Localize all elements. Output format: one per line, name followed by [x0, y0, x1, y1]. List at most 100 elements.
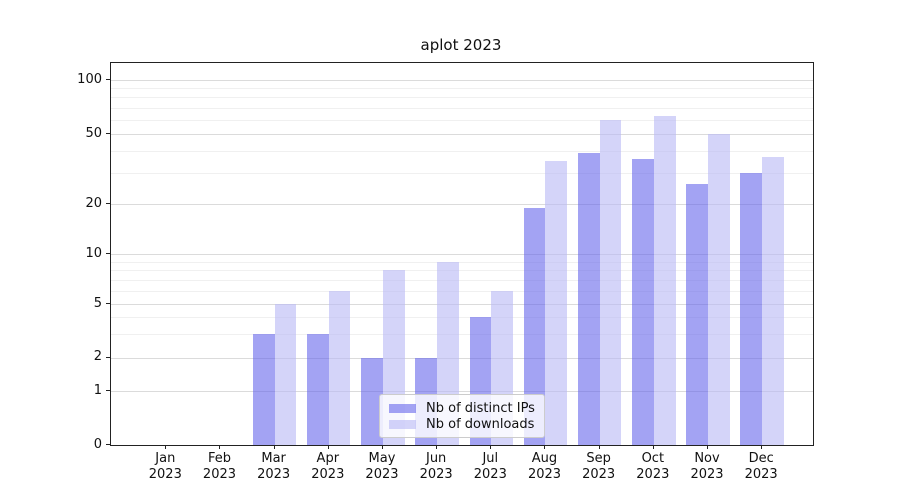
x-tick-label-may: May 2023	[352, 451, 412, 483]
x-tick-month: Nov	[694, 451, 720, 466]
x-tick-label-jul: Jul 2023	[460, 451, 520, 483]
gridline-major-1	[111, 391, 813, 392]
plot-area: Nb of distinct IPs Nb of downloads	[110, 62, 814, 446]
x-tick-month: Feb	[207, 451, 231, 466]
y-tick-2	[106, 356, 110, 358]
x-tick-year: 2023	[202, 467, 237, 482]
x-tick-year: 2023	[582, 467, 616, 482]
legend-label-downloads: Nb of downloads	[426, 416, 535, 432]
x-tick-month: Dec	[748, 451, 774, 466]
x-tick-month: Sep	[586, 451, 611, 466]
bar-downloads-sep	[599, 119, 622, 445]
gridline-minor-6	[111, 291, 813, 293]
bar-downloads-apr	[328, 291, 351, 445]
gridline-minor-90	[111, 88, 813, 90]
x-tick-month: Aug	[531, 451, 558, 466]
x-tick-month: Mar	[261, 451, 286, 466]
gridline-major-100	[111, 80, 813, 81]
x-tick-month: Jul	[482, 451, 499, 466]
bar-downloads-mar	[274, 304, 297, 445]
gridline-major-5	[111, 304, 813, 306]
bar-downloads-dec	[762, 157, 784, 445]
gridline-minor-4	[111, 317, 813, 319]
y-tick-5	[106, 303, 110, 305]
bar-distinct-ips-nov	[686, 184, 708, 445]
gridline-minor-80	[111, 97, 813, 99]
gridline-minor-3	[111, 334, 813, 336]
x-tick-year: 2023	[148, 467, 182, 482]
x-tick-year: 2023	[744, 467, 778, 482]
x-tick-jul	[490, 445, 492, 449]
x-tick-label-dec: Dec 2023	[731, 451, 791, 483]
x-tick-label-oct: Oct 2023	[623, 451, 683, 483]
bar-distinct-ips-sep	[577, 153, 600, 445]
x-tick-year: 2023	[636, 467, 670, 482]
gridline-minor-30	[111, 173, 813, 175]
y-tick-0	[106, 444, 110, 445]
gridline-minor-9	[111, 261, 813, 263]
x-tick-oct	[652, 445, 654, 449]
x-tick-nov	[707, 445, 708, 449]
y-tick-label-2: 2	[93, 349, 102, 365]
y-tick-label-0: 0	[93, 436, 102, 452]
y-tick-50	[106, 133, 110, 134]
bar-downloads-oct	[653, 115, 676, 445]
gridline-minor-40	[111, 151, 813, 153]
y-tick-20	[106, 203, 110, 205]
x-tick-label-apr: Apr 2023	[298, 451, 358, 483]
x-tick-month: Jun	[425, 451, 447, 466]
x-tick-label-sep: Sep 2023	[569, 451, 629, 483]
x-tick-year: 2023	[473, 467, 507, 482]
x-tick-dec	[761, 445, 763, 449]
y-tick-10	[106, 253, 110, 255]
y-tick-label-20: 20	[85, 195, 102, 211]
y-tick-100	[106, 79, 110, 80]
x-tick-mar	[273, 445, 275, 449]
x-tick-year: 2023	[527, 467, 562, 482]
x-tick-year: 2023	[419, 467, 453, 482]
y-tick-label-10: 10	[85, 245, 102, 261]
bar-distinct-ips-oct	[632, 159, 654, 445]
bar-distinct-ips-mar	[252, 334, 275, 445]
y-tick-label-50: 50	[85, 125, 102, 141]
x-tick-year: 2023	[257, 467, 291, 482]
x-tick-jun	[436, 445, 438, 449]
x-tick-label-jan: Jan 2023	[135, 451, 195, 483]
y-tick-label-1: 1	[93, 382, 102, 398]
x-tick-year: 2023	[690, 467, 724, 482]
gridline-major-20	[111, 204, 813, 206]
x-tick-month: Apr	[316, 451, 340, 466]
x-tick-apr	[327, 445, 329, 449]
x-tick-sep	[598, 445, 600, 449]
gridline-minor-8	[111, 270, 813, 272]
y-tick-label-100: 100	[77, 71, 102, 87]
bar-distinct-ips-dec	[740, 173, 763, 445]
legend-swatch-downloads	[389, 419, 416, 429]
x-tick-label-mar: Mar 2023	[244, 451, 304, 483]
gridline-major-50	[111, 134, 813, 135]
x-tick-label-nov: Nov 2023	[677, 451, 737, 483]
gridline-minor-60	[111, 119, 813, 121]
x-tick-may	[381, 445, 383, 449]
y-tick-label-5: 5	[93, 295, 102, 311]
x-tick-month: Jan	[155, 451, 176, 466]
x-tick-feb	[219, 445, 221, 449]
legend-label-distinct-ips: Nb of distinct IPs	[426, 400, 535, 416]
legend-item-distinct-ips: Nb of distinct IPs	[389, 401, 536, 416]
chart-title: aplot 2023	[420, 36, 502, 54]
x-tick-year: 2023	[365, 467, 399, 482]
gridline-major-10	[111, 254, 813, 256]
legend-item-downloads: Nb of downloads	[389, 417, 536, 432]
x-tick-aug	[544, 445, 546, 449]
bar-downloads-aug	[545, 161, 568, 445]
y-tick-1	[106, 390, 110, 391]
x-tick-month: Oct	[641, 451, 665, 466]
legend-swatch-distinct-ips	[389, 403, 416, 413]
legend: Nb of distinct IPs Nb of downloads	[379, 394, 545, 438]
bar-distinct-ips-may	[361, 357, 383, 445]
gridline-minor-7	[111, 280, 813, 282]
bar-distinct-ips-apr	[307, 334, 329, 445]
x-tick-label-jun: Jun 2023	[406, 451, 466, 483]
gridline-major-2	[111, 357, 813, 359]
